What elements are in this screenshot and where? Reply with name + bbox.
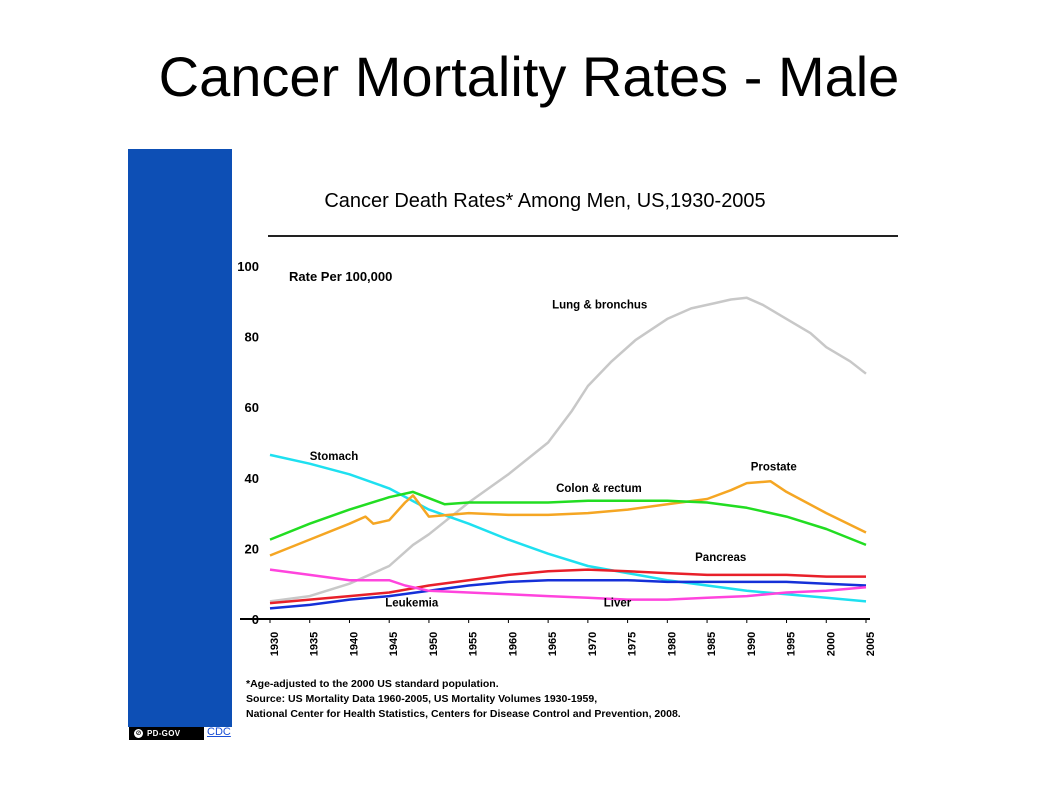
series-line-stomach: [269, 453, 867, 603]
x-tick-label: 1970: [587, 632, 599, 656]
x-tick-label: 2005: [865, 632, 877, 656]
chart-title: Cancer Death Rates* Among Men, US,1930-2…: [324, 190, 765, 212]
slide-title: Cancer Mortality Rates - Male: [158, 45, 900, 108]
series-label: Liver: [604, 598, 632, 610]
y-tick-label: 60: [245, 400, 259, 415]
x-tick-label: 1960: [507, 632, 519, 656]
copyright-icon: ⊘: [134, 729, 143, 738]
series-label: Pancreas: [695, 552, 746, 564]
x-tick-label: 2000: [825, 632, 837, 656]
series-line-prostate: [269, 480, 867, 557]
x-tick-label: 1965: [547, 632, 559, 656]
x-tick-label: 1990: [746, 632, 758, 656]
series-line-colon-rectum: [269, 490, 867, 547]
y-tick-label: 20: [245, 541, 259, 556]
series-layer: [269, 296, 867, 610]
series-label: Lung & bronchus: [552, 299, 647, 311]
series-line-pancreas: [269, 568, 866, 605]
x-tick-label: 1950: [428, 632, 440, 656]
series-line-leukemia: [269, 578, 867, 610]
series-labels: Lung & bronchus Stomach Prostate Colon & re…: [310, 299, 797, 609]
blue-sidebar-bar: [128, 149, 232, 727]
x-tick-label: 1985: [706, 632, 718, 656]
axes: 0 20 40 60 80 100 1930 1935 1940 1945 1950 1955 1960…: [237, 259, 877, 656]
x-tick-label: 1940: [348, 632, 360, 656]
footnote-1: *Age-adjusted to the 2000 US standard po…: [246, 678, 499, 690]
cdc-credit-link[interactable]: CDC: [207, 726, 231, 738]
series-label: Stomach: [310, 451, 359, 463]
series-label: Prostate: [751, 462, 797, 474]
series-label: Colon & rectum: [556, 483, 642, 495]
y-axis-label: Rate Per 100,000: [289, 269, 392, 284]
badge-label: PD-GOV: [147, 729, 181, 738]
x-tick-label: 1980: [666, 632, 678, 656]
footnote-2: Source: US Mortality Data 1960-2005, US …: [246, 693, 597, 705]
x-tick-label: 1945: [388, 632, 400, 656]
x-tick-label: 1975: [627, 632, 639, 656]
license-badge: ⊘ PD-GOV: [129, 727, 204, 740]
x-tick-label: 1935: [309, 632, 321, 656]
footnote-3: National Center for Health Statistics, C…: [246, 708, 681, 720]
x-tick-label: 1995: [786, 632, 798, 656]
x-tick-label: 1955: [468, 632, 480, 656]
y-tick-label: 40: [245, 471, 259, 486]
series-label: Leukemia: [385, 598, 439, 610]
x-tick-label: 1930: [269, 632, 281, 656]
y-tick-label: 0: [252, 612, 259, 627]
y-tick-label: 80: [245, 330, 259, 345]
footnotes: *Age-adjusted to the 2000 US standard po…: [246, 678, 681, 720]
series-line-liver: [269, 568, 867, 601]
y-tick-label: 100: [237, 259, 259, 274]
series-line-lung-bronchus: [269, 296, 867, 603]
